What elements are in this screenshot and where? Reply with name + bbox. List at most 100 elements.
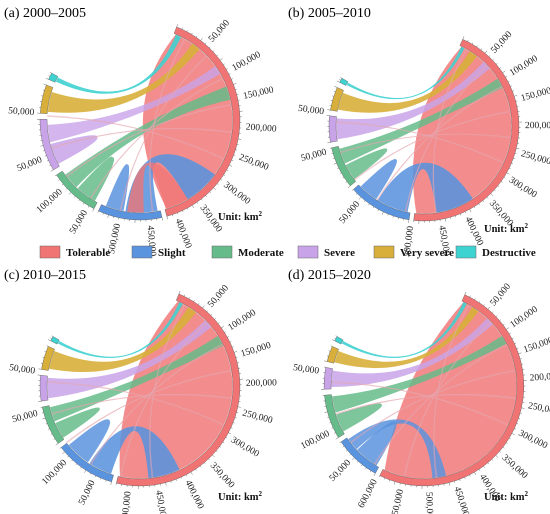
tick-label: 450,000 [153,490,168,514]
sector-tick-mark [490,193,494,196]
sector-tick-mark [342,445,345,448]
sector-slight [60,442,114,483]
sector-tick-mark [215,450,218,453]
sector-destructive [50,336,60,345]
sector-tick-mark [462,36,465,40]
sector-tick-mark [202,305,205,309]
sector-tick-mark [358,196,362,200]
tick-label: 200,000 [529,371,550,383]
sector-tick-mark [336,80,340,83]
ribbon-slight [377,162,473,213]
sector-slight [353,184,411,221]
sector-tick-mark [327,416,330,418]
legend-swatch-slight [131,245,153,259]
ribbon-severe [50,135,98,164]
sector-tick-mark [334,86,338,88]
ribbon-very-severe [338,51,477,113]
sector-tick-mark [339,172,342,174]
sector-tick-mark [478,301,481,303]
sector-tick-mark [92,208,95,212]
sector-tick-mark [89,472,92,475]
sector-tick-mark [191,32,193,35]
sector-tick-mark [488,55,491,57]
ribbon-thin-flow [89,343,224,465]
sector-tick-mark [476,45,478,48]
sector-tick-mark [347,185,351,188]
tick-label: 150,000 [242,85,275,102]
sector-tick-mark [512,90,515,92]
sector-tick-mark [67,455,69,458]
sector-tick-mark [511,163,513,165]
tick-label: 100,000 [509,305,540,331]
panel-title: (c) 2010–2015 [4,268,86,283]
sector-tick-mark [221,326,225,329]
sector-tick-mark [487,306,491,310]
tick-label: 50,000 [8,363,35,377]
legend-label-very-severe: Very severe [400,247,454,259]
sector-tolerable [116,293,241,487]
sector-tick-mark [492,59,495,61]
sector-tick-mark [44,351,47,353]
sector-tick-mark [200,37,203,41]
sector-tick-mark [50,72,52,74]
sector-tick-mark [480,48,483,51]
sector-tick-mark [324,360,328,362]
sector-destructive [48,72,59,83]
sector-tick-mark [83,202,85,205]
sector-tick-mark [107,214,109,218]
sector-tick-mark [161,217,163,221]
ribbon-thin-flow [403,321,492,477]
sector-tick-mark [225,437,228,439]
sector-tick-mark [491,459,494,461]
sector-tick-mark [345,449,348,452]
sector-destructive [334,336,344,345]
ribbon-thin-flow [119,321,208,477]
sector-tick-mark [503,323,505,326]
sector-tick-mark [65,188,68,190]
tick-label: 100,000 [35,187,65,215]
sector-tick-mark [393,481,396,485]
sector-tick-mark [229,341,232,343]
sector-tick-mark [212,454,215,458]
sector-tick-mark [102,212,104,215]
sector-tick-mark [486,197,489,199]
sector-tick-mark [48,75,51,77]
sector-tick-mark [223,174,226,176]
sector-tick-mark [499,67,501,69]
tick-label: 150,000 [520,86,550,104]
ribbon-thin-flow [51,128,233,149]
sector-tick-mark [223,63,225,65]
sector-tick-mark [474,206,476,209]
tick-label: 350,000 [208,461,236,491]
sector-tick-mark [474,472,477,476]
sector-tick-mark [483,304,485,306]
legend-label-moderate: Moderate [238,247,284,259]
sector-tick-mark [484,50,488,54]
sector-tick-mark [206,310,209,312]
tick-label: 50,000 [328,458,354,484]
sector-tick-mark [507,80,510,82]
tick-label: 50,000 [489,282,514,309]
tick-label: 600,000 [357,478,380,510]
sector-tick-mark [464,211,466,214]
sector-moderate [42,405,65,444]
sector-tick-mark [229,164,233,167]
sector-tick-mark [214,318,216,320]
tick-label: 100,000 [227,308,259,333]
sector-tick-mark [333,91,336,93]
ribbon-thin-flow [149,38,186,213]
sector-tick-mark [47,339,51,342]
sector-tick-mark [365,467,367,470]
ribbon-severe [331,318,493,388]
sector-tick-mark [448,482,451,486]
sector-tick-mark [43,83,47,86]
ribbon-thin-flow [376,85,503,201]
panel-title: (d) 2015–2020 [288,268,371,283]
ribbon-thin-flow [331,381,509,426]
sector-severe [328,115,338,143]
tick-label: 150,000 [240,341,273,360]
sector-tick-mark [177,212,179,215]
sector-tick-mark [459,213,462,216]
sector-tick-mark [377,209,379,211]
